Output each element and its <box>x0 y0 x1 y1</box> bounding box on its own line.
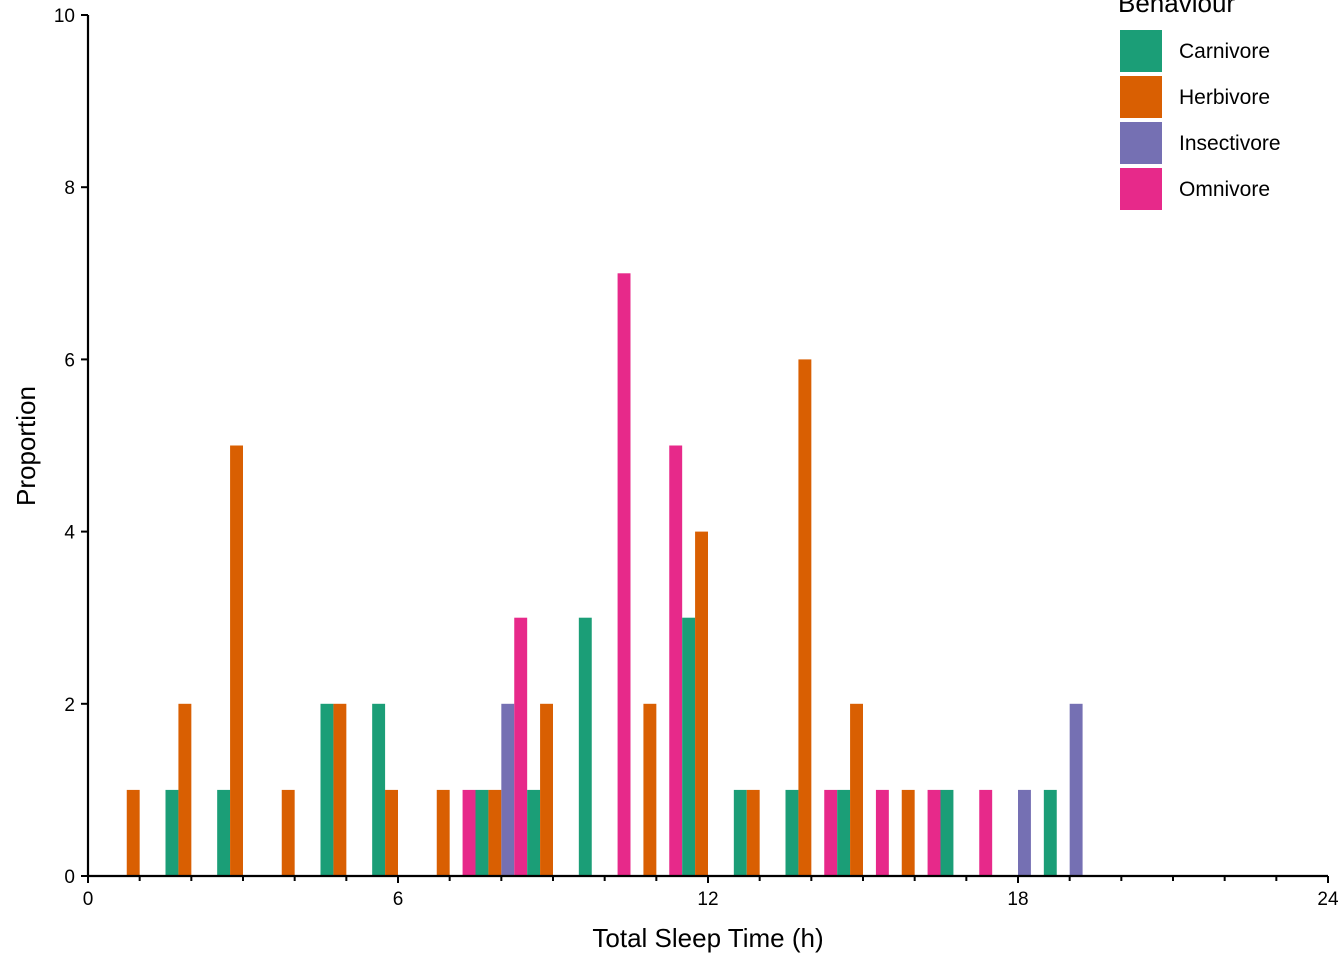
bar-herbivore-5 <box>333 703 347 876</box>
bar-carnivore-8 <box>475 789 489 876</box>
bars-group <box>126 273 1083 876</box>
bar-carnivore-10 <box>578 617 592 876</box>
bar-omnivore-15 <box>875 789 889 876</box>
bar-herbivore-3 <box>230 445 243 876</box>
legend-items: Carnivore Herbivore Insectivore Omnivore <box>1120 30 1281 210</box>
y-tick-label: 0 <box>64 867 75 888</box>
x-tick-label: 0 <box>83 889 94 910</box>
bar-herbivore-9 <box>540 703 553 876</box>
bar-herbivore-7 <box>436 789 450 876</box>
bar-carnivore-3 <box>217 789 231 876</box>
legend-swatch-insectivore <box>1120 122 1162 164</box>
bar-carnivore-17 <box>940 789 954 876</box>
y-tick-label: 6 <box>64 350 75 371</box>
bar-insectivore-8 <box>501 703 515 876</box>
y-axis-title: Proportion <box>11 386 41 506</box>
x-tick-label: 12 <box>697 889 718 910</box>
bar-carnivore-9 <box>527 789 541 876</box>
y-tick-label: 10 <box>54 6 75 27</box>
legend-label-carnivore: Carnivore <box>1179 40 1270 63</box>
y-axis: 0 2 4 6 8 10 <box>54 6 90 888</box>
y-tick-label: 4 <box>64 523 75 544</box>
bar-herbivore-15 <box>850 703 863 876</box>
x-tick-label: 24 <box>1317 889 1339 910</box>
bar-omnivore-11 <box>669 445 683 876</box>
x-axis-title: Total Sleep Time (h) <box>592 923 823 953</box>
bar-herbivore-1 <box>126 789 140 876</box>
legend-label-insectivore: Insectivore <box>1179 132 1281 155</box>
legend-title: Behaviour <box>1118 0 1235 18</box>
bar-carnivore-19 <box>1043 789 1057 876</box>
x-axis: 0 6 12 18 24 <box>83 874 1339 910</box>
bar-carnivore-12 <box>682 617 696 876</box>
bar-herbivore-2 <box>178 703 192 876</box>
y-tick-label: 2 <box>64 695 75 716</box>
legend-swatch-carnivore <box>1120 30 1162 72</box>
bar-omnivore-16 <box>927 789 941 876</box>
bar-carnivore-6 <box>372 703 386 876</box>
bar-carnivore-14 <box>785 789 799 876</box>
bar-insectivore-19 <box>1069 703 1083 876</box>
bar-carnivore-13 <box>733 789 747 876</box>
bar-omnivore-14 <box>824 789 838 876</box>
x-tick-label: 6 <box>393 889 404 910</box>
bar-carnivore-5 <box>320 703 334 876</box>
y-tick-label: 8 <box>64 178 75 199</box>
legend-swatch-omnivore <box>1120 168 1162 210</box>
bar-omnivore-10 <box>617 273 631 876</box>
bar-herbivore-4 <box>281 789 295 876</box>
bar-carnivore-2 <box>165 789 179 876</box>
bar-carnivore-15 <box>837 789 851 876</box>
legend-label-omnivore: Omnivore <box>1179 178 1270 201</box>
bar-omnivore-17 <box>979 789 993 876</box>
legend-label-herbivore: Herbivore <box>1179 86 1270 109</box>
bar-insectivore-18 <box>1018 789 1031 876</box>
legend-swatch-herbivore <box>1120 76 1162 118</box>
x-tick-label: 18 <box>1007 889 1028 910</box>
bar-herbivore-11 <box>643 703 657 876</box>
bar-herbivore-12 <box>695 531 708 876</box>
bar-herbivore-16 <box>901 789 915 876</box>
bar-herbivore-13 <box>746 789 760 876</box>
bar-herbivore-6 <box>385 789 398 876</box>
legend: Behaviour Carnivore Herbivore Insectivore O… <box>1118 0 1281 210</box>
bar-herbivore-8 <box>488 789 502 876</box>
bar-omnivore-7 <box>462 789 476 876</box>
bar-herbivore-14 <box>798 359 812 876</box>
bar-omnivore-8 <box>514 617 528 876</box>
